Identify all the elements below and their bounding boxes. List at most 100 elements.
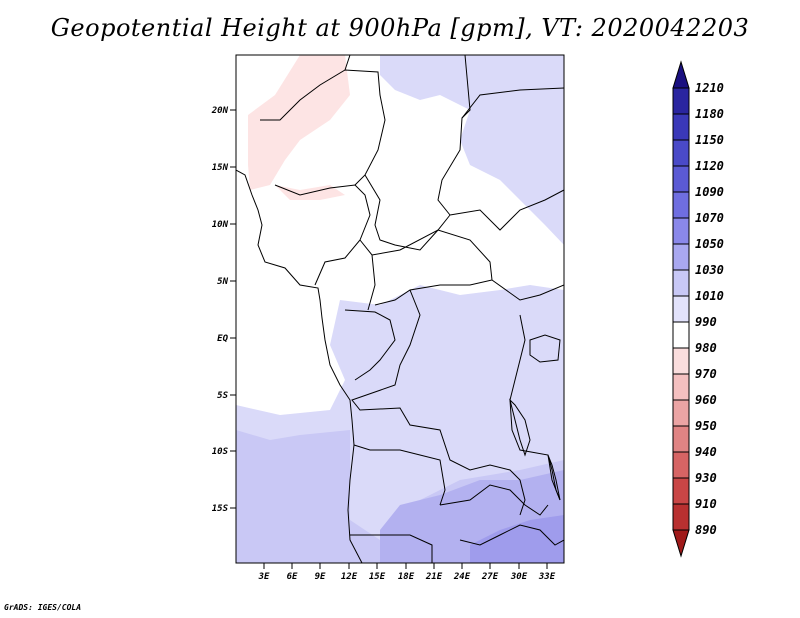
colorbar-segment bbox=[672, 87, 690, 115]
colorbar-segment bbox=[672, 139, 690, 167]
border-sudan-south bbox=[449, 189, 564, 231]
colorbar-segment bbox=[672, 321, 690, 349]
colorbar-label: 930 bbox=[695, 471, 717, 485]
colorbar-label: 1150 bbox=[695, 133, 724, 147]
border-south-sudan bbox=[491, 279, 564, 301]
lat-tick: 15S bbox=[212, 504, 236, 514]
colorbar-label: 980 bbox=[695, 341, 717, 355]
border-sahara-1 bbox=[260, 69, 386, 186]
border-congo bbox=[344, 309, 396, 381]
colorbar-label: 1210 bbox=[695, 81, 724, 95]
lon-axis: 3E 6E 9E 12E 15E 18E 21E 24E 27E 30E 33E bbox=[258, 563, 556, 582]
border-drc bbox=[351, 289, 526, 516]
colorbar-segment bbox=[672, 269, 690, 297]
svg-text:27E: 27E bbox=[481, 572, 499, 582]
colorbar-segment bbox=[672, 347, 690, 375]
lon-tick: 6E bbox=[287, 563, 298, 582]
border-zambia bbox=[439, 484, 549, 516]
svg-text:9E: 9E bbox=[315, 572, 326, 582]
colorbar-label: 890 bbox=[695, 523, 717, 537]
border-libya-egypt bbox=[437, 55, 471, 216]
colorbar-label: 910 bbox=[695, 497, 717, 511]
colorbar-label: 1180 bbox=[695, 107, 724, 121]
coastline-west-africa bbox=[236, 169, 363, 563]
border-niger-nigeria bbox=[274, 184, 371, 286]
lon-tick: 30E bbox=[510, 563, 528, 582]
chart-title: Geopotential Height at 900hPa [gpm], VT:… bbox=[50, 14, 750, 42]
colorbar-segment bbox=[672, 503, 690, 531]
svg-text:10N: 10N bbox=[212, 220, 229, 230]
colorbar-segment bbox=[672, 243, 690, 271]
svg-text:24E: 24E bbox=[453, 572, 471, 582]
svg-text:15N: 15N bbox=[212, 163, 229, 173]
lat-tick: 20N bbox=[211, 106, 236, 116]
field-990-1010-west bbox=[236, 265, 330, 400]
svg-text:15S: 15S bbox=[212, 504, 229, 514]
border-chad-sudan bbox=[461, 87, 564, 119]
lon-tick: 21E bbox=[425, 563, 443, 582]
svg-text:5S: 5S bbox=[217, 391, 228, 401]
lat-tick: 5S bbox=[217, 391, 236, 401]
colorbar-segment bbox=[672, 113, 690, 141]
svg-text:EQ: EQ bbox=[217, 334, 228, 344]
colorbar-label: 1070 bbox=[695, 211, 724, 225]
colorbar-label: 950 bbox=[695, 419, 717, 433]
svg-text:6E: 6E bbox=[287, 572, 298, 582]
colorbar-label: 1010 bbox=[695, 289, 724, 303]
field-980-990 bbox=[248, 55, 350, 190]
lon-tick: 18E bbox=[398, 563, 415, 582]
colorbar-segment bbox=[672, 295, 690, 323]
lat-tick: 15N bbox=[212, 163, 236, 173]
svg-text:10S: 10S bbox=[212, 447, 229, 457]
colorbar-segment bbox=[672, 217, 690, 245]
svg-text:15E: 15E bbox=[369, 572, 386, 582]
lat-tick: EQ bbox=[217, 334, 236, 344]
lon-tick: 12E bbox=[341, 563, 358, 582]
field-1010-1030-north bbox=[380, 55, 564, 245]
colorbar-segment bbox=[672, 399, 690, 427]
svg-text:20N: 20N bbox=[211, 106, 229, 116]
lon-tick: 15E bbox=[369, 563, 386, 582]
colorbar-label: 1030 bbox=[695, 263, 724, 277]
lon-tick: 33E bbox=[538, 563, 556, 582]
lat-tick: 10S bbox=[212, 447, 236, 457]
colorbar-label: 1050 bbox=[695, 237, 724, 251]
colorbar-top-arrow bbox=[672, 60, 690, 89]
field-1070-1090 bbox=[470, 515, 564, 563]
svg-text:3E: 3E bbox=[258, 572, 270, 582]
border-namibia bbox=[350, 534, 433, 563]
boundaries bbox=[236, 55, 564, 563]
border-sahara-2 bbox=[344, 55, 351, 71]
colorbar-label: 970 bbox=[695, 367, 717, 381]
colorbar-segment bbox=[672, 191, 690, 219]
svg-text:33E: 33E bbox=[538, 572, 556, 582]
svg-text:21E: 21E bbox=[425, 572, 443, 582]
colorbar-segment bbox=[672, 451, 690, 479]
lon-tick: 24E bbox=[453, 563, 471, 582]
height-field bbox=[236, 55, 564, 563]
grads-credit: GrADS: IGES/COLA bbox=[4, 603, 82, 612]
colorbar-label: 1120 bbox=[695, 159, 724, 173]
lake-victoria bbox=[529, 334, 561, 363]
svg-text:18E: 18E bbox=[398, 572, 415, 582]
colorbar: 1210 1180 1150 1120 1090 1070 1050 1030 1010 990 9… bbox=[672, 60, 724, 558]
border-zimbabwe bbox=[459, 524, 564, 546]
lat-tick: 10N bbox=[212, 220, 236, 230]
lon-tick: 9E bbox=[315, 563, 326, 582]
lake-malawi bbox=[547, 454, 561, 501]
border-chad bbox=[364, 174, 451, 251]
colorbar-label: 960 bbox=[695, 393, 717, 407]
lon-tick: 27E bbox=[481, 563, 499, 582]
colorbar-label: 940 bbox=[695, 445, 717, 459]
svg-text:30E: 30E bbox=[510, 572, 528, 582]
lon-tick: 3E bbox=[258, 563, 270, 582]
colorbar-segment bbox=[672, 373, 690, 401]
colorbar-segment bbox=[672, 477, 690, 505]
svg-text:12E: 12E bbox=[341, 572, 358, 582]
map-frame bbox=[235, 54, 565, 564]
colorbar-label: 1090 bbox=[695, 185, 724, 199]
border-angola bbox=[353, 444, 446, 506]
lake-tanganyika bbox=[509, 398, 531, 457]
lat-axis: 20N 15N 10N 5N EQ 5S 10S 15S bbox=[211, 106, 236, 514]
